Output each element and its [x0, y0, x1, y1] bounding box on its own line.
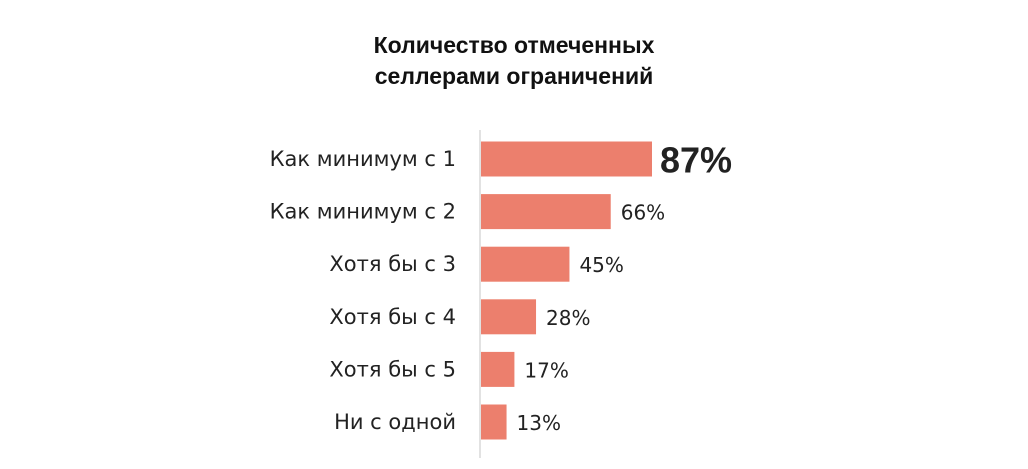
bars-group: Как минимум с 1 87% Как минимум с 2 66% Хотя…: [270, 140, 732, 440]
bar: [481, 194, 611, 230]
data-label: 45%: [579, 253, 623, 277]
category-label: Хотя бы с 5: [329, 357, 456, 381]
bar: [481, 141, 652, 177]
bar: [481, 246, 570, 282]
category-label: Хотя бы с 4: [329, 305, 456, 329]
category-label: Ни с одной: [334, 410, 456, 434]
category-label: Как минимум с 1: [270, 147, 456, 171]
bar: [481, 351, 515, 387]
chart-title-line-1: Количество отмеченных: [373, 32, 655, 58]
bar: [481, 404, 507, 440]
chart-title: Количество отмеченных селлерами ограниче…: [0, 30, 1028, 92]
chart-title-line-2: селлерами ограничений: [374, 63, 654, 89]
data-label: 28%: [546, 306, 590, 330]
data-label: 66%: [621, 201, 665, 225]
data-label: 13%: [517, 411, 561, 435]
data-label: 17%: [524, 358, 568, 382]
data-label: 87%: [660, 140, 732, 181]
category-label: Хотя бы с 3: [329, 252, 456, 276]
category-label: Как минимум с 2: [270, 200, 456, 224]
bar: [481, 299, 537, 335]
